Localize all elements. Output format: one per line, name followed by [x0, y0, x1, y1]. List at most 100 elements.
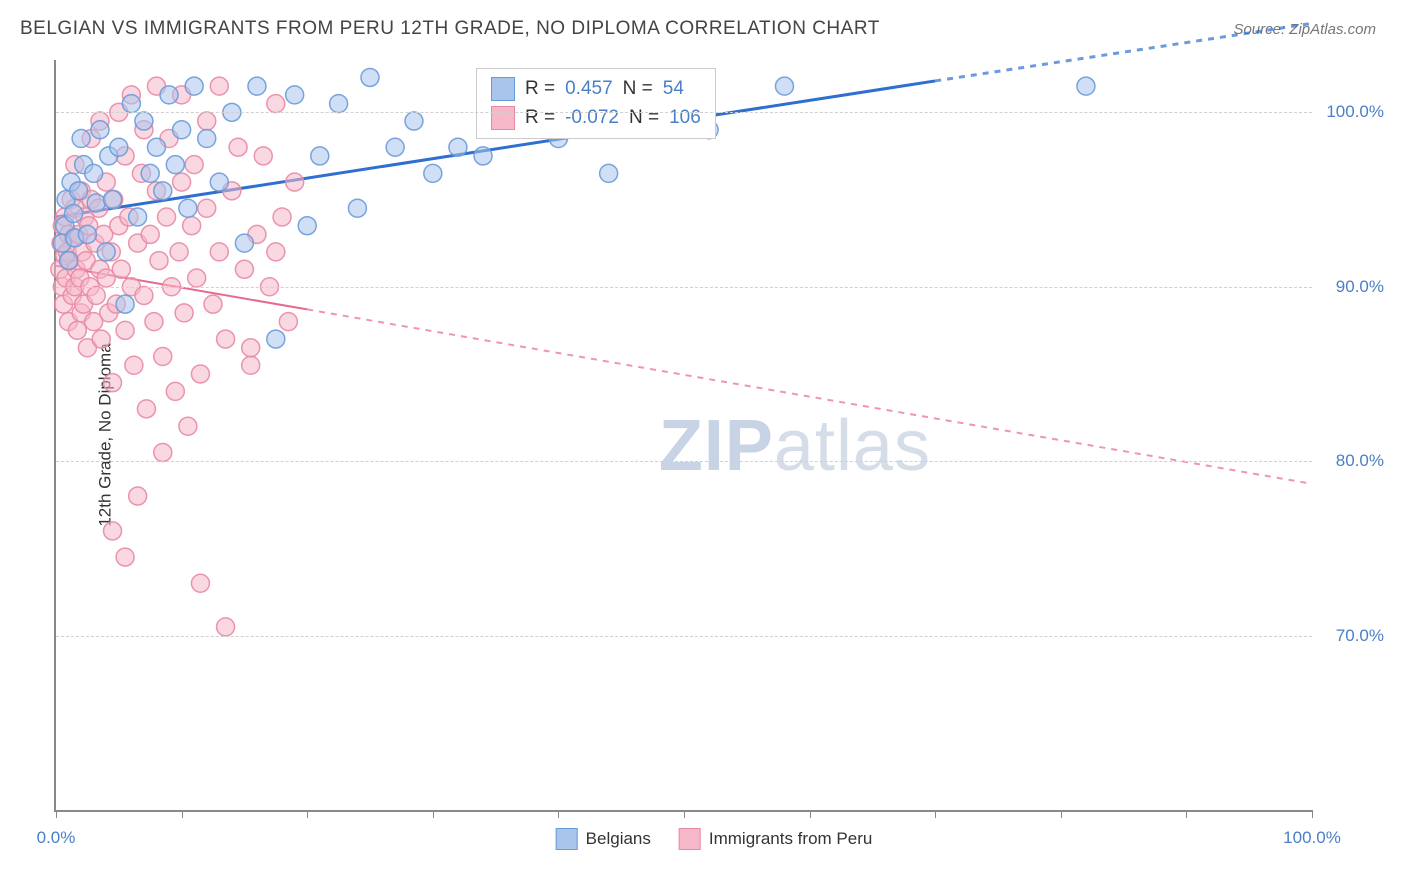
scatter-point-peru: [229, 138, 247, 156]
scatter-point-peru: [198, 112, 216, 130]
x-tick-label: 0.0%: [37, 828, 76, 848]
scatter-point-belgians: [173, 121, 191, 139]
scatter-point-belgians: [65, 204, 83, 222]
scatter-point-peru: [254, 147, 272, 165]
legend-label-belgians: Belgians: [586, 829, 651, 849]
scatter-point-belgians: [147, 138, 165, 156]
scatter-point-peru: [116, 548, 134, 566]
scatter-point-belgians: [474, 147, 492, 165]
r-label: R =: [525, 104, 555, 133]
n-label: N =: [623, 75, 653, 104]
scatter-point-belgians: [97, 243, 115, 261]
legend-swatch-peru: [491, 106, 515, 130]
scatter-point-peru: [125, 356, 143, 374]
scatter-point-belgians: [70, 182, 88, 200]
scatter-point-peru: [183, 217, 201, 235]
scatter-point-peru: [112, 260, 130, 278]
scatter-point-belgians: [141, 164, 159, 182]
scatter-point-belgians: [210, 173, 228, 191]
x-tick: [182, 810, 183, 818]
scatter-point-belgians: [600, 164, 618, 182]
scatter-point-belgians: [1077, 77, 1095, 95]
scatter-point-peru: [87, 286, 105, 304]
legend-row-belgians: R = 0.457 N = 54: [491, 75, 701, 104]
scatter-point-peru: [273, 208, 291, 226]
scatter-point-belgians: [129, 208, 147, 226]
scatter-point-peru: [191, 365, 209, 383]
scatter-point-belgians: [91, 121, 109, 139]
scatter-point-belgians: [85, 164, 103, 182]
scatter-point-peru: [210, 243, 228, 261]
scatter-point-peru: [179, 417, 197, 435]
scatter-point-belgians: [235, 234, 253, 252]
scatter-point-belgians: [160, 86, 178, 104]
x-tick: [810, 810, 811, 818]
scatter-point-peru: [267, 95, 285, 113]
x-tick: [433, 810, 434, 818]
scatter-point-belgians: [775, 77, 793, 95]
scatter-point-belgians: [348, 199, 366, 217]
scatter-point-peru: [242, 356, 260, 374]
gridline: [56, 112, 1312, 113]
scatter-point-belgians: [87, 194, 105, 212]
scatter-point-peru: [141, 225, 159, 243]
x-tick: [307, 810, 308, 818]
x-tick: [56, 810, 57, 818]
scatter-point-peru: [286, 173, 304, 191]
scatter-point-belgians: [286, 86, 304, 104]
scatter-point-belgians: [405, 112, 423, 130]
scatter-point-belgians: [298, 217, 316, 235]
scatter-point-belgians: [179, 199, 197, 217]
scatter-point-peru: [217, 330, 235, 348]
scatter-point-belgians: [449, 138, 467, 156]
y-tick-label: 90.0%: [1336, 277, 1384, 297]
r-value-belgians: 0.457: [565, 75, 613, 104]
scatter-point-belgians: [185, 77, 203, 95]
x-tick: [935, 810, 936, 818]
scatter-point-peru: [267, 243, 285, 261]
scatter-point-peru: [158, 208, 176, 226]
legend-swatch-belgians-icon: [556, 828, 578, 850]
scatter-point-peru: [137, 400, 155, 418]
scatter-point-belgians: [104, 191, 122, 209]
scatter-point-belgians: [122, 95, 140, 113]
x-tick-label: 100.0%: [1283, 828, 1341, 848]
scatter-point-peru: [198, 199, 216, 217]
y-tick-label: 100.0%: [1326, 102, 1384, 122]
scatter-point-belgians: [330, 95, 348, 113]
legend-item-belgians: Belgians: [556, 828, 651, 850]
scatter-point-peru: [185, 156, 203, 174]
r-label: R =: [525, 75, 555, 104]
scatter-svg: [56, 60, 1312, 810]
scatter-point-belgians: [424, 164, 442, 182]
scatter-point-peru: [204, 295, 222, 313]
scatter-point-peru: [170, 243, 188, 261]
scatter-point-peru: [150, 252, 168, 270]
scatter-point-peru: [116, 321, 134, 339]
scatter-point-belgians: [78, 225, 96, 243]
scatter-point-belgians: [60, 252, 78, 270]
legend-label-peru: Immigrants from Peru: [709, 829, 872, 849]
gridline: [56, 636, 1312, 637]
n-value-peru: 106: [669, 104, 701, 133]
chart-title: BELGIAN VS IMMIGRANTS FROM PERU 12TH GRA…: [20, 18, 880, 40]
n-label: N =: [629, 104, 659, 133]
chart-container: 12th Grade, No Diploma ZIPatlas R = 0.45…: [54, 60, 1374, 810]
scatter-point-peru: [129, 487, 147, 505]
scatter-point-peru: [217, 618, 235, 636]
gridline: [56, 461, 1312, 462]
scatter-point-peru: [242, 339, 260, 357]
scatter-point-belgians: [361, 68, 379, 86]
y-tick-label: 80.0%: [1336, 451, 1384, 471]
scatter-point-belgians: [311, 147, 329, 165]
series-legend: Belgians Immigrants from Peru: [556, 828, 873, 850]
legend-item-peru: Immigrants from Peru: [679, 828, 872, 850]
scatter-point-peru: [235, 260, 253, 278]
scatter-point-belgians: [198, 129, 216, 147]
scatter-point-belgians: [110, 138, 128, 156]
scatter-point-belgians: [154, 182, 172, 200]
regression-line-dashed-peru: [307, 309, 1312, 483]
legend-swatch-peru-icon: [679, 828, 701, 850]
scatter-point-peru: [279, 313, 297, 331]
scatter-point-peru: [175, 304, 193, 322]
